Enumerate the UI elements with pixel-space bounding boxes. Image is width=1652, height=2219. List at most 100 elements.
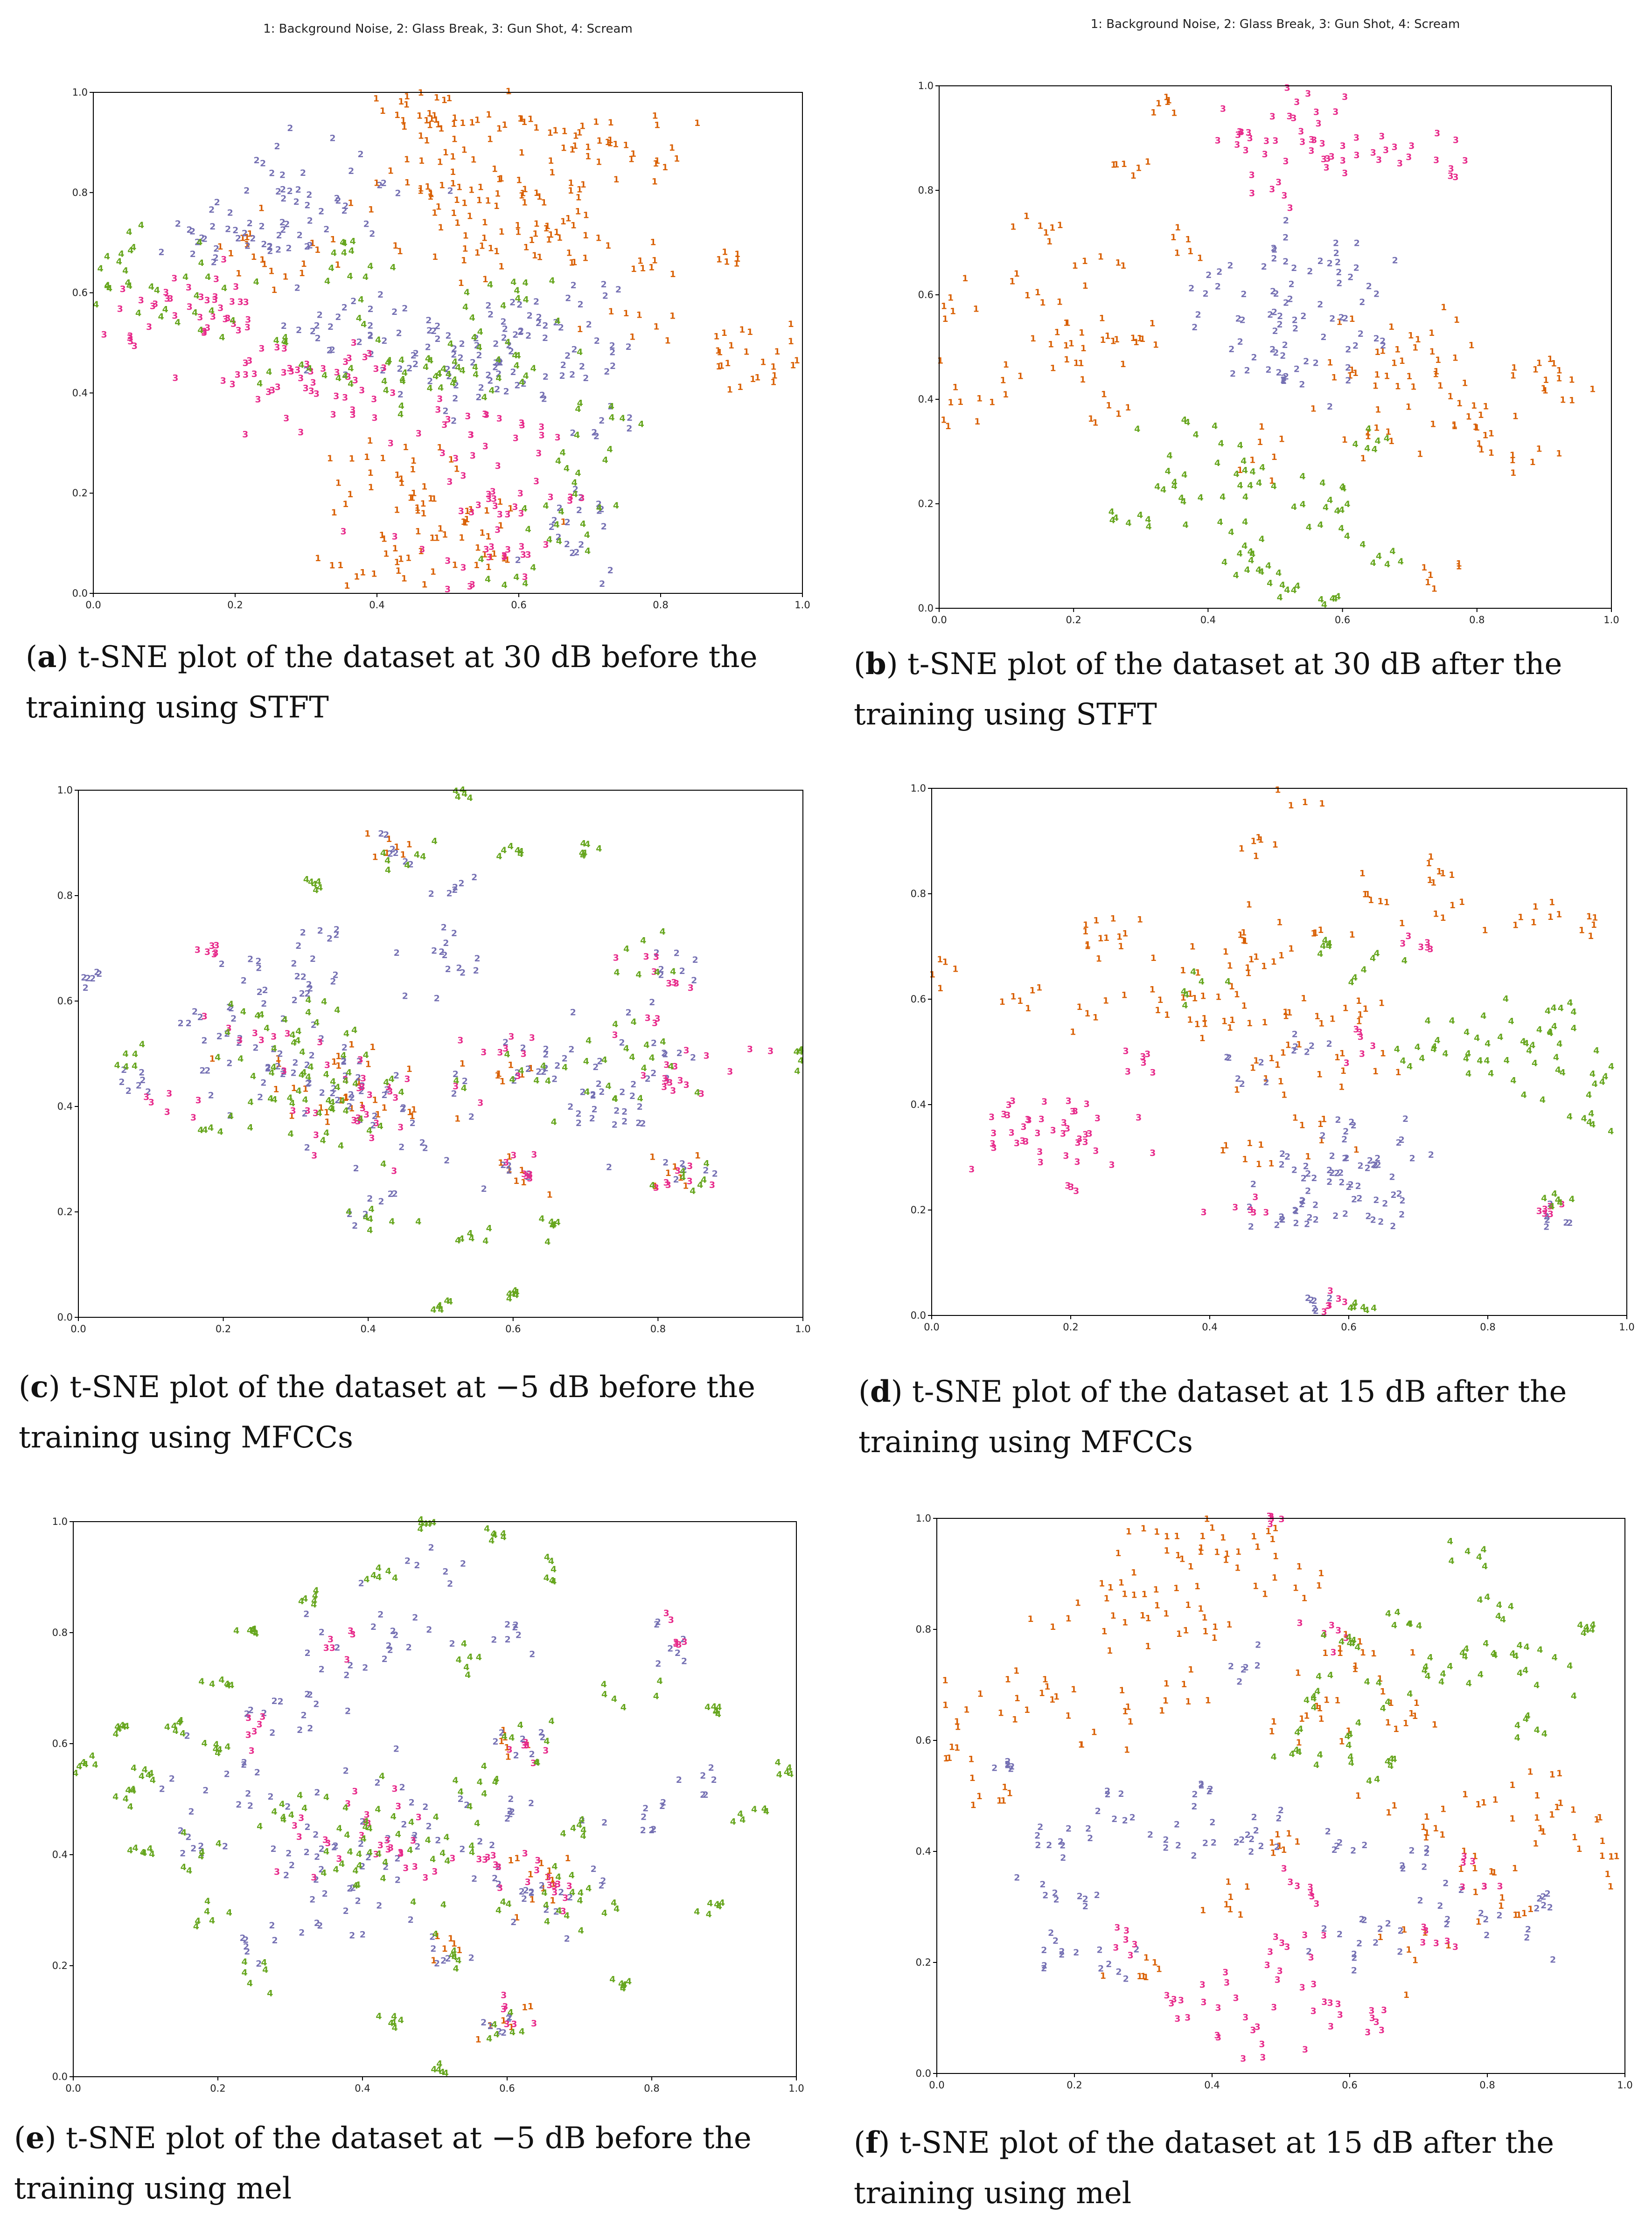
point-marker: 4 bbox=[381, 376, 387, 386]
point-marker: 2 bbox=[279, 217, 286, 228]
point-marker: 2 bbox=[213, 243, 219, 254]
point-marker: 4 bbox=[114, 1060, 120, 1071]
point-marker: 1 bbox=[1125, 403, 1131, 413]
point-marker: 2 bbox=[341, 206, 347, 216]
point-marker: 3 bbox=[1269, 111, 1276, 122]
point-marker: 2 bbox=[434, 334, 440, 344]
point-marker: 1 bbox=[462, 230, 468, 241]
point-marker: 2 bbox=[596, 506, 602, 516]
point-marker: 2 bbox=[650, 1824, 656, 1835]
point-marker: 1 bbox=[596, 157, 602, 167]
point-marker: 4 bbox=[1407, 1062, 1413, 1072]
point-marker: 4 bbox=[193, 1921, 199, 1932]
point-marker: 2 bbox=[306, 980, 312, 990]
point-marker: 3 bbox=[1294, 1881, 1300, 1891]
point-marker: 4 bbox=[612, 1094, 618, 1104]
point-marker: 3 bbox=[677, 1076, 683, 1086]
point-marker: 1 bbox=[1164, 92, 1170, 103]
point-marker: 3 bbox=[126, 333, 132, 343]
point-marker: 4 bbox=[363, 1816, 369, 1827]
point-marker: 4 bbox=[72, 1768, 78, 1778]
point-marker: 4 bbox=[225, 1680, 231, 1690]
point-marker: 4 bbox=[154, 285, 160, 296]
point-marker: 1 bbox=[1239, 844, 1245, 854]
point-marker: 4 bbox=[668, 1061, 674, 1071]
point-marker: 3 bbox=[305, 1106, 311, 1116]
point-marker: 2 bbox=[488, 310, 494, 320]
point-marker: 2 bbox=[1041, 1963, 1047, 1974]
point-marker: 4 bbox=[299, 1047, 305, 1057]
point-marker: 4 bbox=[523, 294, 529, 305]
point-marker: 3 bbox=[497, 509, 503, 520]
point-marker: 3 bbox=[381, 363, 387, 373]
point-marker: 4 bbox=[1482, 1561, 1488, 1572]
point-marker: 3 bbox=[360, 1073, 366, 1084]
point-marker: 1 bbox=[998, 1708, 1004, 1718]
point-marker: 1 bbox=[432, 252, 438, 262]
point-marker: 1 bbox=[1110, 1611, 1116, 1621]
point-marker: 2 bbox=[1342, 1209, 1348, 1219]
point-marker: 4 bbox=[452, 357, 458, 367]
point-marker: 1 bbox=[418, 131, 424, 141]
point-marker: 1 bbox=[520, 188, 526, 198]
point-marker: 1 bbox=[1149, 319, 1155, 329]
point-marker: 4 bbox=[1496, 1600, 1502, 1610]
point-marker: 4 bbox=[1548, 1202, 1554, 1212]
point-marker: 1 bbox=[561, 126, 567, 137]
point-marker: 1 bbox=[716, 362, 722, 372]
point-marker: 4 bbox=[1415, 1042, 1421, 1052]
point-marker: 1 bbox=[521, 1177, 527, 1188]
point-marker: 2 bbox=[367, 304, 373, 314]
point-marker: 1 bbox=[683, 1181, 689, 1191]
point-marker: 2 bbox=[1129, 1813, 1136, 1823]
point-marker: 4 bbox=[1212, 421, 1218, 431]
point-marker: 3 bbox=[1264, 1960, 1270, 1970]
point-marker: 2 bbox=[311, 1020, 317, 1030]
point-marker: 1 bbox=[1556, 449, 1562, 459]
point-marker: 4 bbox=[251, 1624, 257, 1635]
point-marker: 4 bbox=[1330, 593, 1336, 604]
point-marker: 2 bbox=[604, 367, 610, 377]
point-marker: 3 bbox=[653, 1183, 659, 1193]
point-marker: 1 bbox=[1295, 1668, 1301, 1678]
point-marker: 1 bbox=[1145, 157, 1151, 167]
point-marker: 1 bbox=[519, 114, 525, 124]
point-marker: 1 bbox=[428, 114, 434, 124]
point-marker: 1 bbox=[501, 2016, 507, 2026]
point-marker: 4 bbox=[1384, 559, 1390, 570]
point-marker: 4 bbox=[118, 249, 124, 259]
point-marker: 4 bbox=[1276, 568, 1282, 578]
point-marker: 4 bbox=[295, 1036, 301, 1046]
point-marker: 2 bbox=[431, 326, 437, 336]
point-marker: 3 bbox=[1235, 130, 1241, 140]
point-marker: 2 bbox=[1253, 1825, 1259, 1836]
point-marker: 1 bbox=[1114, 334, 1120, 345]
point-marker: 3 bbox=[217, 303, 223, 313]
point-marker: 4 bbox=[382, 1857, 388, 1867]
point-marker: 3 bbox=[340, 527, 346, 537]
point-marker: 2 bbox=[1066, 1824, 1072, 1834]
point-marker: 2 bbox=[383, 1862, 389, 1872]
point-marker: 4 bbox=[423, 362, 429, 372]
point-marker: 4 bbox=[112, 1729, 118, 1739]
point-marker: 1 bbox=[1253, 1056, 1259, 1066]
point-marker: 4 bbox=[580, 519, 586, 529]
point-marker: 1 bbox=[1594, 1815, 1600, 1825]
point-marker: 4 bbox=[323, 1792, 329, 1802]
point-marker: 2 bbox=[1567, 1218, 1573, 1228]
point-marker: 1 bbox=[576, 184, 582, 195]
point-marker: 4 bbox=[1338, 505, 1345, 515]
point-marker: 3 bbox=[1094, 1113, 1101, 1123]
point-marker: 3 bbox=[236, 325, 242, 335]
point-marker: 4 bbox=[601, 1055, 607, 1065]
point-marker: 2 bbox=[573, 548, 579, 558]
point-marker: 1 bbox=[392, 241, 398, 251]
point-marker: 1 bbox=[1063, 318, 1069, 328]
point-marker: 1 bbox=[1025, 290, 1031, 300]
point-marker: 2 bbox=[1332, 1211, 1338, 1221]
point-marker: 2 bbox=[1304, 1219, 1310, 1229]
point-marker: 4 bbox=[629, 1052, 635, 1063]
point-marker: 2 bbox=[276, 230, 282, 241]
point-marker: 2 bbox=[1358, 329, 1364, 339]
